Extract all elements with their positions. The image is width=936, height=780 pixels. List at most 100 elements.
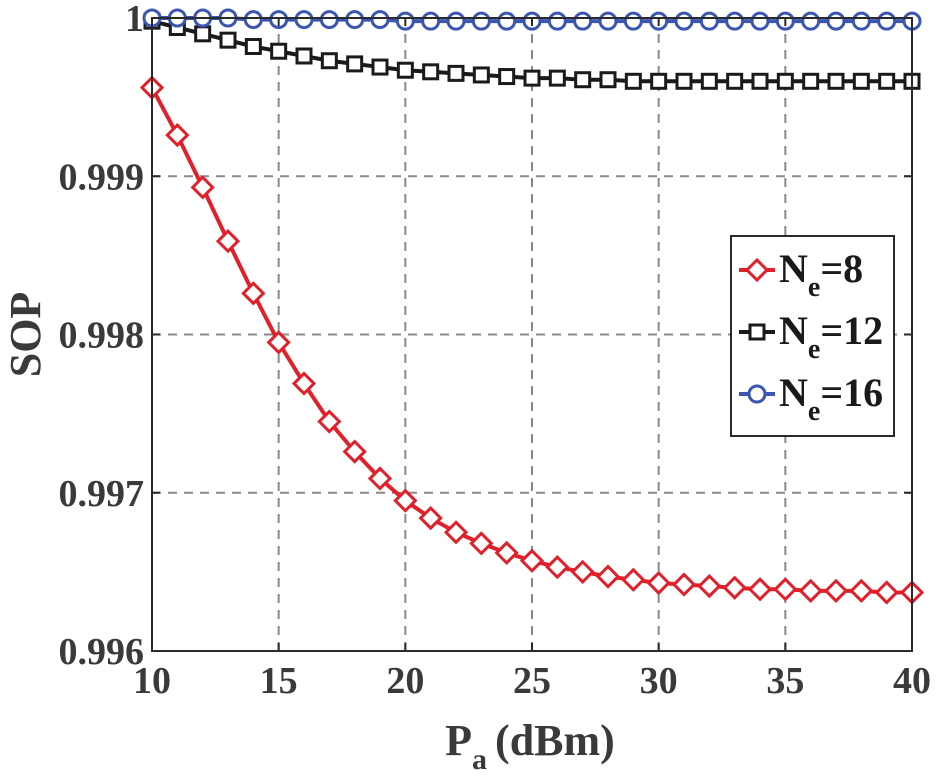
data-point-Ne=8 — [393, 488, 418, 513]
data-point-Ne=12 — [878, 72, 896, 90]
data-point-Ne=12 — [827, 72, 845, 90]
data-point-Ne=12 — [422, 63, 440, 81]
series-Ne=8 — [139, 75, 925, 605]
data-point-Ne=12 — [802, 72, 820, 90]
legend-item-Ne=8: Ne=8 — [739, 246, 863, 303]
data-point-Ne=12 — [751, 72, 769, 90]
legend-swatch-marker — [748, 323, 766, 341]
data-point-Ne=12 — [852, 72, 870, 90]
data-point-Ne=12 — [726, 72, 744, 90]
data-point-Ne=16 — [699, 11, 719, 31]
data-point-Ne=16 — [623, 11, 643, 31]
data-point-Ne=16 — [750, 11, 770, 31]
data-point-Ne=16 — [497, 11, 517, 31]
data-point-Ne=8 — [165, 122, 190, 148]
data-point-Ne=8 — [266, 330, 291, 355]
data-point-Ne=8 — [190, 175, 215, 200]
data-point-Ne=16 — [370, 10, 390, 30]
data-point-Ne=8 — [722, 575, 747, 600]
y-tick-label: 1 — [125, 0, 144, 40]
y-tick-label: 0.996 — [59, 631, 145, 673]
data-point-Ne=8 — [646, 570, 671, 596]
data-point-Ne=16 — [345, 10, 365, 30]
y-axis-label: SOP — [1, 292, 50, 378]
legend-item-Ne=16: Ne=16 — [739, 370, 883, 427]
data-point-Ne=12 — [548, 69, 566, 87]
tick-labels: 10 15 20 25 30 35 40 0.996 0.997 0.998 0.999 1 — [59, 0, 932, 702]
data-point-Ne=16 — [801, 11, 821, 31]
data-point-Ne=8 — [469, 531, 494, 556]
data-point-Ne=12 — [447, 64, 465, 82]
data-point-Ne=16 — [877, 11, 897, 31]
data-point-Ne=12 — [270, 42, 288, 60]
legend-label: Ne=16 — [779, 370, 883, 427]
data-point-Ne=16 — [421, 11, 441, 31]
data-point-Ne=8 — [418, 505, 443, 531]
x-tick-label: 40 — [893, 660, 931, 702]
data-point-Ne=12 — [675, 72, 693, 90]
data-point-Ne=12 — [346, 55, 364, 73]
data-point-Ne=12 — [472, 66, 490, 84]
data-point-Ne=8 — [747, 577, 773, 602]
data-point-Ne=8 — [671, 572, 697, 597]
data-point-Ne=12 — [396, 61, 414, 79]
legend-swatch-marker — [747, 384, 767, 404]
data-point-Ne=16 — [319, 10, 339, 30]
data-point-Ne=12 — [295, 47, 313, 65]
data-point-Ne=8 — [291, 371, 317, 396]
data-point-Ne=8 — [823, 578, 849, 603]
data-point-Ne=12 — [194, 25, 212, 43]
x-tick-label: 30 — [640, 660, 678, 702]
data-point-Ne=8 — [595, 564, 621, 589]
data-point-Ne=12 — [599, 71, 617, 89]
y-tick-label: 0.997 — [59, 473, 145, 515]
data-point-Ne=8 — [545, 555, 570, 580]
data-point-Ne=8 — [621, 567, 646, 592]
x-tick-label: 25 — [513, 660, 551, 702]
series-layer — [139, 8, 925, 605]
x-axis-label-main: P — [445, 716, 472, 765]
data-point-Ne=12 — [219, 31, 237, 49]
data-point-Ne=12 — [574, 71, 592, 89]
data-point-Ne=8 — [773, 577, 798, 602]
legend-item-Ne=12: Ne=12 — [739, 308, 883, 365]
data-point-Ne=16 — [674, 11, 694, 31]
data-point-Ne=8 — [443, 520, 469, 545]
data-point-Ne=12 — [320, 52, 338, 70]
data-point-Ne=8 — [241, 281, 266, 306]
data-point-Ne=12 — [371, 58, 389, 76]
x-tick-label: 10 — [133, 660, 171, 702]
data-point-Ne=16 — [294, 10, 314, 30]
data-point-Ne=8 — [697, 573, 722, 599]
data-point-Ne=16 — [547, 11, 567, 31]
legend-label: Ne=8 — [779, 246, 863, 303]
data-point-Ne=16 — [573, 11, 593, 31]
data-point-Ne=16 — [851, 11, 871, 31]
data-point-Ne=8 — [342, 439, 367, 464]
legend-label: Ne=12 — [779, 308, 883, 365]
legend-swatch-marker — [744, 257, 770, 283]
data-point-Ne=8 — [519, 548, 545, 573]
data-point-Ne=16 — [471, 11, 491, 31]
y-tick-label: 0.999 — [59, 156, 145, 198]
x-axis-label-sub: a — [472, 743, 487, 776]
data-point-Ne=8 — [849, 578, 874, 603]
data-point-Ne=12 — [650, 72, 668, 90]
x-tick-label: 35 — [766, 660, 804, 702]
data-point-Ne=8 — [798, 578, 823, 603]
x-tick-label: 20 — [386, 660, 424, 702]
data-point-Ne=16 — [725, 11, 745, 31]
data-point-Ne=8 — [367, 466, 393, 491]
data-point-Ne=12 — [776, 72, 794, 90]
data-point-Ne=8 — [570, 559, 595, 584]
data-point-Ne=12 — [498, 68, 516, 86]
data-point-Ne=16 — [826, 11, 846, 31]
data-point-Ne=8 — [874, 580, 899, 605]
data-point-Ne=12 — [700, 72, 718, 90]
data-point-Ne=16 — [243, 10, 263, 30]
data-point-Ne=12 — [624, 72, 642, 90]
y-tick-label: 0.998 — [59, 315, 145, 357]
x-axis-label: Pa (dBm) — [445, 716, 615, 776]
x-tick-label: 15 — [260, 660, 298, 702]
